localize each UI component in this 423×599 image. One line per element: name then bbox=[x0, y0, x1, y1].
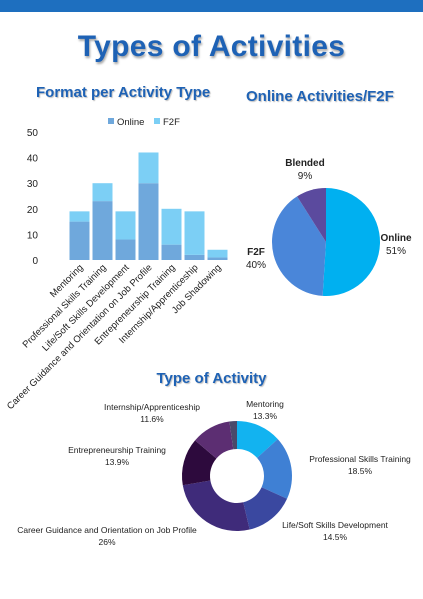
legend-label-f2f: F2F bbox=[163, 117, 180, 128]
pie-value-blended: 9% bbox=[298, 171, 313, 182]
bar-online-internship-apprenticeship bbox=[184, 254, 205, 260]
pie-slice-blended bbox=[297, 188, 326, 242]
bar-f2f-life-soft-skills-development bbox=[115, 211, 136, 240]
bar-f2f-entrepreneurship-training bbox=[161, 208, 182, 245]
donut-slice-professional-skills-training bbox=[257, 439, 292, 499]
donut-slice-entrepreneurship-training bbox=[182, 440, 217, 486]
bar-online-life-soft-skills-development bbox=[115, 239, 136, 260]
donut-label-internship-apprenticeship: Internship/Apprenticeship bbox=[104, 402, 200, 412]
bar-f2f-job-shadowing bbox=[207, 249, 228, 258]
pie-label-blended: Blended bbox=[285, 158, 324, 169]
donut-slice-career-guidance-and-orientation-on-job-profile bbox=[182, 480, 250, 531]
donut-label-mentoring: Mentoring bbox=[246, 399, 284, 409]
y-tick-label: 30 bbox=[27, 179, 39, 190]
pie-value-f2f: 40% bbox=[246, 260, 266, 271]
bar-chart-title: Format per Activity Type bbox=[36, 84, 211, 101]
bar-online-professional-skills-training bbox=[92, 201, 113, 260]
donut-value-mentoring: 13.3% bbox=[253, 411, 278, 421]
donut-slice-internship-apprenticeship bbox=[195, 421, 234, 459]
bar-f2f-career-guidance-and-orientation-on-job-profile bbox=[138, 152, 159, 184]
legend-swatch-f2f bbox=[154, 118, 160, 124]
donut-chart-title: Type of Activity bbox=[156, 370, 267, 387]
donut-label-career-guidance-and-orientation-on-job-profile: Career Guidance and Orientation on Job P… bbox=[17, 525, 197, 535]
pie-slice-f2f bbox=[272, 196, 326, 296]
bar-f2f-professional-skills-training bbox=[92, 183, 113, 202]
donut-slice-life-soft-skills-development bbox=[243, 487, 288, 530]
legend-label-online: Online bbox=[117, 117, 144, 128]
donut-value-internship-apprenticeship: 11.6% bbox=[140, 414, 164, 424]
page-title: Types of Activities bbox=[77, 30, 346, 63]
donut-label-professional-skills-training: Professional Skills Training bbox=[309, 454, 411, 464]
donut-label-entrepreneurship-training: Entrepreneurship Training bbox=[68, 445, 166, 455]
donut-slice-mentoring bbox=[237, 420, 278, 458]
y-tick-label: 40 bbox=[27, 154, 39, 165]
y-tick-label: 50 bbox=[27, 128, 39, 139]
pie-value-online: 51% bbox=[386, 246, 406, 257]
donut-value-career-guidance-and-orientation-on-job-profile: 26% bbox=[98, 537, 115, 547]
bar-f2f-mentoring bbox=[69, 211, 90, 222]
legend-swatch-online bbox=[108, 118, 114, 124]
donut-label-life-soft-skills-development: Life/Soft Skills Development bbox=[282, 520, 388, 530]
donut-value-life-soft-skills-development: 14.5% bbox=[323, 532, 348, 542]
pie-label-f2f: F2F bbox=[247, 247, 265, 258]
donut-value-professional-skills-training: 18.5% bbox=[348, 466, 373, 476]
pie-chart-title: Online Activities/F2F bbox=[246, 88, 394, 105]
y-tick-label: 0 bbox=[32, 256, 38, 267]
bar-online-job-shadowing bbox=[207, 257, 228, 260]
bar-online-entrepreneurship-training bbox=[161, 244, 182, 260]
top-banner bbox=[0, 0, 423, 12]
bar-online-mentoring bbox=[69, 221, 90, 260]
donut-slice-other bbox=[229, 421, 237, 450]
pie-label-online: Online bbox=[380, 233, 412, 244]
y-tick-label: 10 bbox=[27, 230, 39, 241]
bar-online-career-guidance-and-orientation-on-job-profile bbox=[138, 183, 159, 260]
bar-f2f-internship-apprenticeship bbox=[184, 211, 205, 255]
pie-slice-online bbox=[322, 188, 381, 297]
y-tick-label: 20 bbox=[27, 205, 39, 216]
donut-value-entrepreneurship-training: 13.9% bbox=[105, 457, 130, 467]
